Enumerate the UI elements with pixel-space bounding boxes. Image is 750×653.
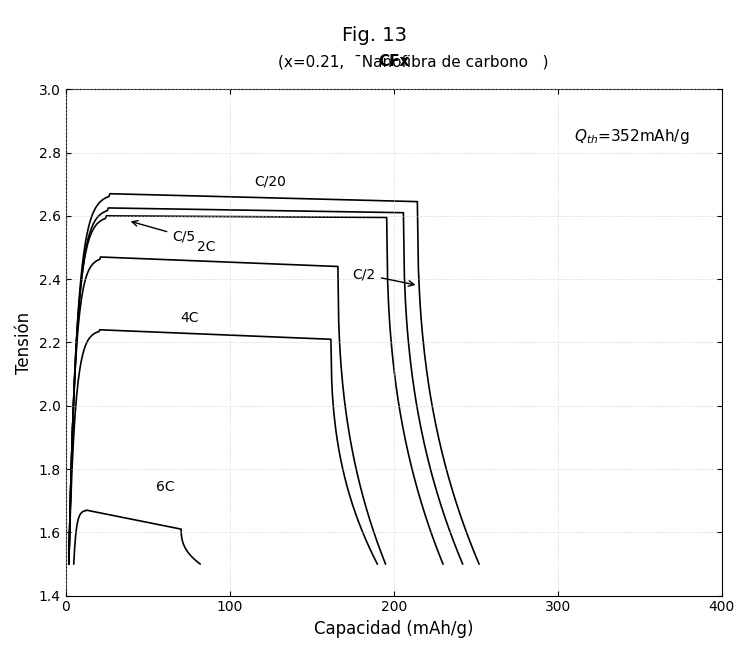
Text: C/20: C/20 (254, 175, 286, 189)
Text: CFx: CFx (378, 54, 410, 69)
Text: Fig. 13: Fig. 13 (343, 26, 407, 45)
Y-axis label: Tensión: Tensión (15, 311, 33, 374)
Text: $Q_{th}$=352mAh/g: $Q_{th}$=352mAh/g (574, 127, 690, 146)
Text: 6C: 6C (156, 481, 175, 494)
Text: 2C: 2C (196, 240, 215, 254)
Text: C/2: C/2 (352, 268, 414, 286)
Text: 4C: 4C (181, 311, 199, 325)
X-axis label: Capacidad (mAh/g): Capacidad (mAh/g) (314, 620, 473, 638)
Text: (x=0.21,  ¯Nanofibra de carbono   ): (x=0.21, ¯Nanofibra de carbono ) (239, 54, 548, 69)
Text: C/5: C/5 (132, 221, 195, 244)
